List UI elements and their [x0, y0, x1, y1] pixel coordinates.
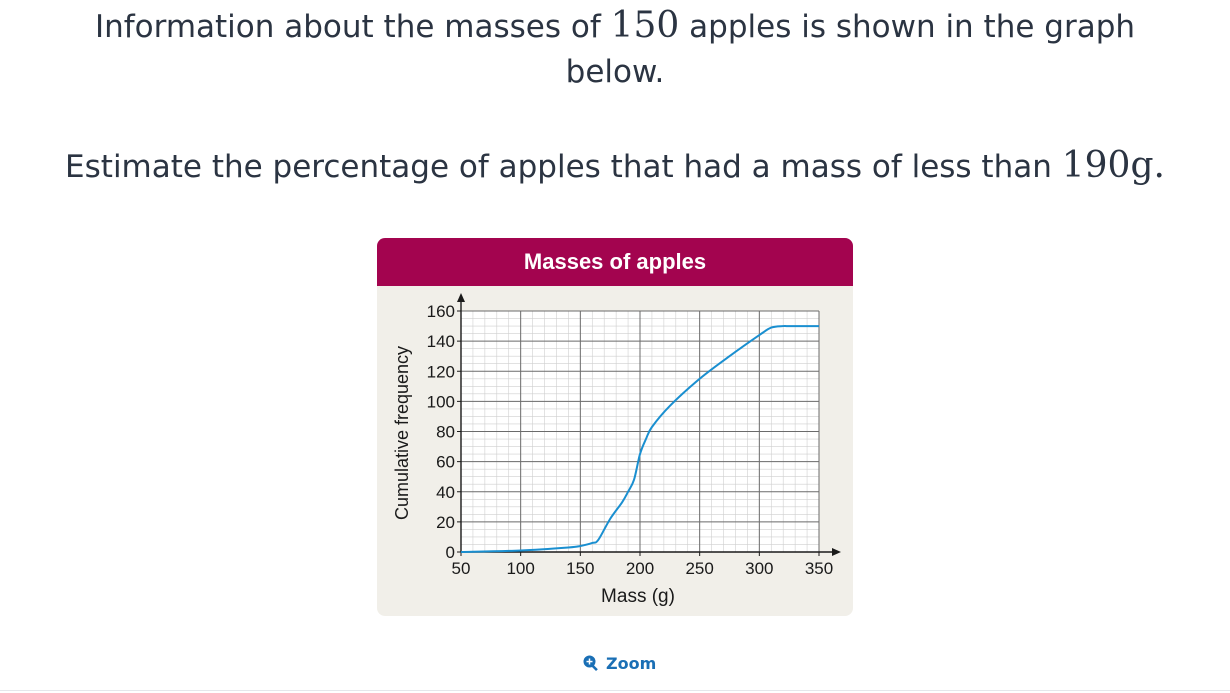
- ticks: 50 100 150 200 250 300 350 0 20 40 60 80 100 120 140 16…: [427, 302, 834, 578]
- mass-threshold: 190: [1061, 145, 1131, 186]
- curve-layer: [460, 324, 819, 553]
- y-axis-arrow: [457, 293, 465, 302]
- cumulative-frequency-chart: 50 100 150 200 250 300 350 0 20 40 60 80 100 120 140 16…: [392, 293, 841, 607]
- chart-title: Masses of apples: [377, 238, 853, 286]
- y-tick-label: 120: [427, 362, 455, 381]
- y-tick-label: 20: [436, 513, 455, 532]
- apple-count: 150: [610, 5, 680, 46]
- x-tick-label: 150: [566, 559, 594, 578]
- major-grid: [460, 310, 820, 553]
- zoom-button[interactable]: Zoom: [582, 652, 656, 674]
- x-tick-label: 200: [626, 559, 654, 578]
- y-tick-label: 0: [446, 543, 455, 562]
- question-line-3: Estimate the percentage of apples that h…: [65, 145, 1165, 186]
- y-tick-label: 160: [427, 302, 455, 321]
- chart-card: Masses of apples 50 100 150 200 250 300 350 0 20…: [377, 238, 853, 616]
- question-line-2: below.: [565, 54, 665, 90]
- mass-unit: g: [1130, 145, 1154, 186]
- y-tick-label: 140: [427, 332, 455, 351]
- x-axis-arrow: [832, 548, 841, 556]
- y-tick-label: 60: [436, 453, 455, 472]
- y-tick-label: 40: [436, 483, 455, 502]
- y-axis-label: Cumulative frequency: [392, 346, 412, 520]
- divider: [0, 690, 1230, 691]
- y-tick-label: 80: [436, 423, 455, 442]
- y-tick-label: 100: [427, 392, 455, 411]
- x-axis-label: Mass (g): [601, 586, 675, 607]
- cumulative-frequency-curve: [460, 324, 819, 553]
- x-tick-label: 50: [452, 559, 471, 578]
- x-tick-label: 100: [506, 559, 534, 578]
- x-tick-label: 350: [805, 559, 833, 578]
- question-line-1: Information about the masses of 150 appl…: [94, 5, 1136, 46]
- zoom-label: Zoom: [606, 653, 657, 673]
- x-tick-label: 300: [745, 559, 773, 578]
- zoom-in-icon: [583, 655, 598, 672]
- x-tick-label: 250: [685, 559, 713, 578]
